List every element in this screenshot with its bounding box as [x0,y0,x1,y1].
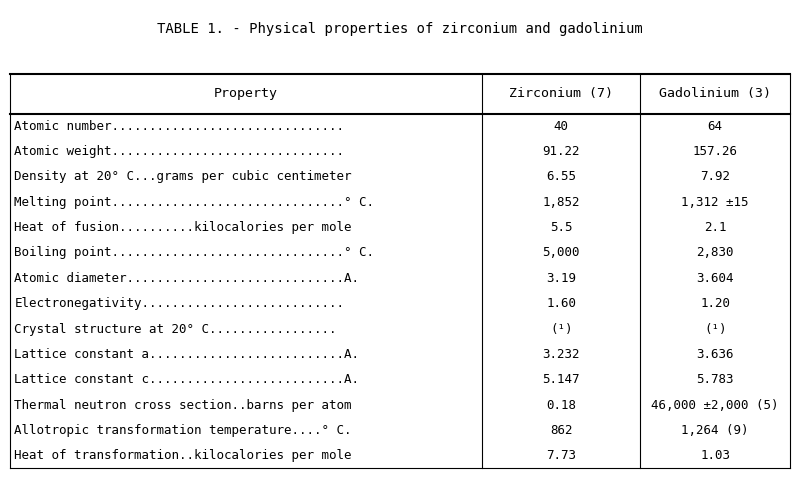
Text: Crystal structure at 20° C.................: Crystal structure at 20° C..............… [14,322,337,335]
Text: 1,264 (9): 1,264 (9) [0,478,1,479]
Text: 6.55: 6.55 [546,171,576,183]
Text: Gadolinium (3): Gadolinium (3) [659,87,771,101]
Text: Atomic number...............................: Atomic number...........................… [14,120,344,133]
Text: 2.1: 2.1 [704,221,726,234]
Text: 40: 40 [554,120,569,133]
Text: Heat of fusion..........kilocalories per mole: Heat of fusion..........kilocalories per… [14,221,352,234]
Text: 5.5: 5.5 [550,221,573,234]
Text: Gadolinium (3): Gadolinium (3) [0,478,1,479]
Text: 1,312 ±15: 1,312 ±15 [682,196,749,209]
Text: Thermal neutron cross section..barns per atom: Thermal neutron cross section..barns per… [14,399,352,411]
Text: Property: Property [214,87,278,101]
Text: 1.60: 1.60 [546,297,576,310]
Text: (¹): (¹) [704,322,726,335]
Text: Allotropic transformation temperature....° C.: Allotropic transformation temperature...… [14,424,352,437]
Text: Electronegativity...........................: Electronegativity.......................… [14,297,344,310]
Text: 3.19: 3.19 [546,272,576,285]
Text: 7.92: 7.92 [700,171,730,183]
Text: TABLE 1. - Physical properties of zirconium and gadolinium: TABLE 1. - Physical properties of zircon… [157,22,643,35]
Text: Boiling point...............................° C.: Boiling point...........................… [14,247,374,260]
Text: 3.604: 3.604 [697,272,734,285]
Text: 91.22: 91.22 [542,145,580,158]
Text: Heat of transformation..kilocalories per mole: Heat of transformation..kilocalories per… [14,449,352,462]
Text: 1.20: 1.20 [700,297,730,310]
Text: 0.18: 0.18 [546,399,576,411]
Text: Melting point...............................° C.: Melting point...........................… [14,196,374,209]
Text: 1.03: 1.03 [700,449,730,462]
Text: Lattice constant a..........................A.: Lattice constant a......................… [14,348,359,361]
Text: 3.232: 3.232 [542,348,580,361]
Text: Density at 20° C...grams per cubic centimeter: Density at 20° C...grams per cubic centi… [14,171,352,183]
Text: 5,000: 5,000 [542,247,580,260]
Text: 1,852: 1,852 [542,196,580,209]
Text: Lattice constant c..........................A.: Lattice constant c......................… [14,373,359,386]
Text: 7.73: 7.73 [546,449,576,462]
Text: 157.26: 157.26 [693,145,738,158]
Text: 64: 64 [708,120,722,133]
Text: 1,264 (9): 1,264 (9) [682,424,749,437]
Text: 862: 862 [550,424,573,437]
Text: (¹): (¹) [550,322,573,335]
Text: 46,000 ±2,000 (5): 46,000 ±2,000 (5) [651,399,779,411]
Text: Atomic diameter.............................A.: Atomic diameter.........................… [14,272,359,285]
Text: 2,830: 2,830 [697,247,734,260]
Text: 46,000 ±2,000 (5): 46,000 ±2,000 (5) [0,478,1,479]
Text: 5.783: 5.783 [697,373,734,386]
Text: 3.636: 3.636 [697,348,734,361]
Text: TABLE 1. - Physical properties of zirconium and gadolinium: TABLE 1. - Physical properties of zircon… [0,478,1,479]
Text: Atomic weight...............................: Atomic weight...........................… [14,145,344,158]
Text: 5.147: 5.147 [542,373,580,386]
Text: Zirconium (7): Zirconium (7) [0,478,1,479]
Text: Zirconium (7): Zirconium (7) [510,87,614,101]
